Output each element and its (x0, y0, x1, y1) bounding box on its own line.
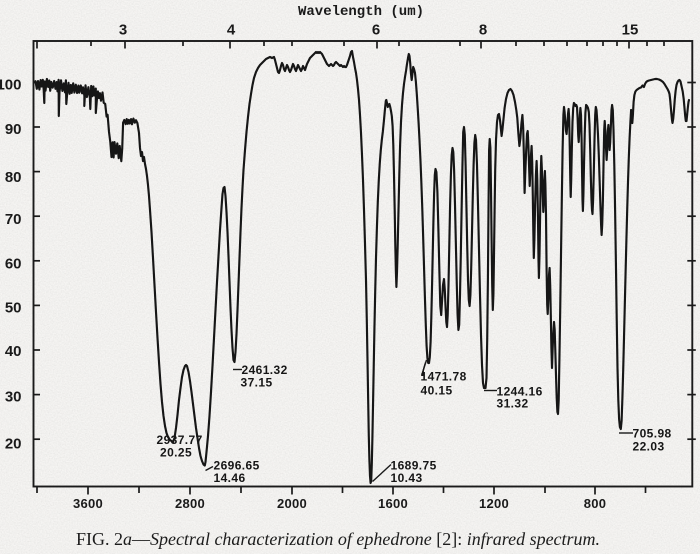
svg-text:22.03: 22.03 (633, 440, 665, 454)
svg-text:90: 90 (5, 121, 22, 138)
svg-text:60: 60 (5, 256, 22, 273)
svg-text:Wavelength (um): Wavelength (um) (298, 4, 424, 20)
svg-text:20.25: 20.25 (160, 446, 192, 460)
svg-text:4: 4 (227, 22, 236, 39)
svg-text:2000: 2000 (277, 496, 307, 511)
svg-text:6: 6 (372, 22, 380, 39)
svg-text:80: 80 (5, 169, 22, 186)
svg-text:40.15: 40.15 (421, 384, 453, 398)
svg-text:1200: 1200 (479, 496, 509, 511)
svg-text:1600: 1600 (378, 496, 408, 511)
svg-text:2937.77: 2937.77 (157, 433, 203, 447)
svg-text:2696.65: 2696.65 (214, 459, 260, 473)
svg-text:31.32: 31.32 (497, 397, 529, 411)
svg-text:20: 20 (5, 436, 22, 453)
svg-text:705.98: 705.98 (633, 427, 672, 441)
svg-text:100: 100 (0, 77, 22, 94)
svg-text:40: 40 (5, 343, 22, 360)
svg-text:50: 50 (5, 300, 22, 317)
svg-text:10.43: 10.43 (391, 471, 423, 485)
svg-text:2461.32: 2461.32 (242, 363, 288, 377)
svg-text:37.15: 37.15 (241, 376, 273, 390)
svg-text:30: 30 (5, 389, 22, 406)
svg-text:3600: 3600 (73, 496, 103, 511)
svg-text:14.46: 14.46 (214, 471, 246, 485)
svg-text:1689.75: 1689.75 (391, 459, 437, 473)
svg-text:3: 3 (119, 22, 127, 39)
svg-text:8: 8 (479, 22, 487, 39)
svg-text:800: 800 (584, 496, 607, 511)
svg-text:15: 15 (622, 22, 639, 39)
svg-text:1244.16: 1244.16 (497, 385, 543, 399)
svg-text:FIG. 2a—Spectral characterizat: FIG. 2a—Spectral characterization of eph… (76, 529, 600, 549)
svg-text:1471.78: 1471.78 (421, 370, 467, 384)
svg-text:2800: 2800 (175, 496, 205, 511)
svg-text:70: 70 (5, 211, 22, 228)
